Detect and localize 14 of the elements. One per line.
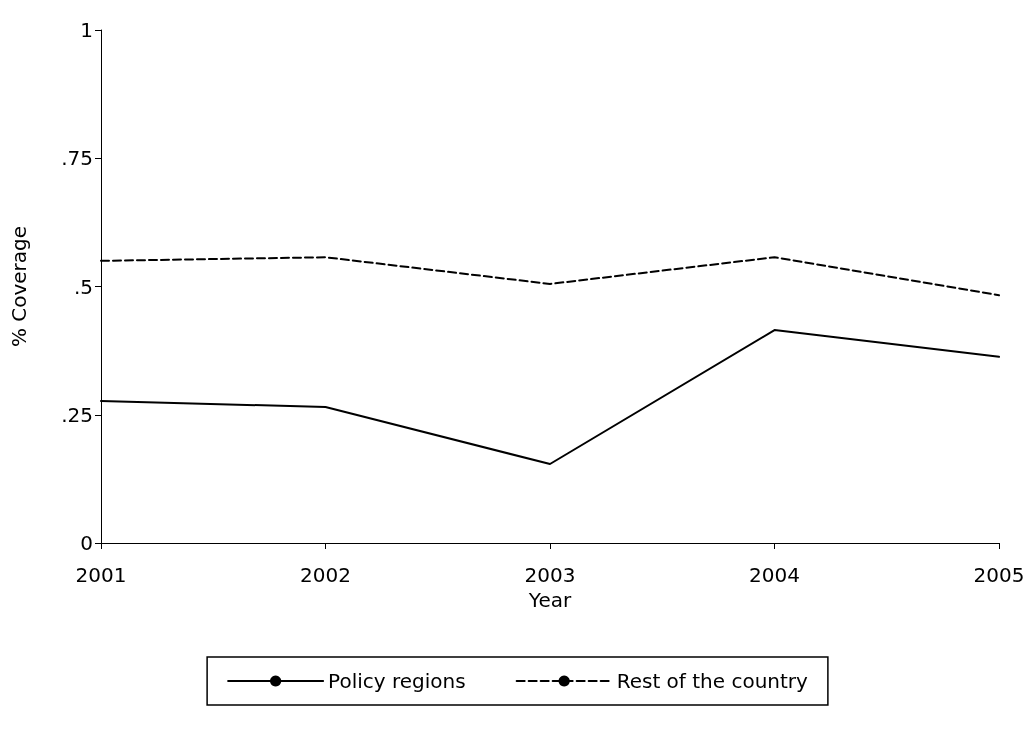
y-axis-title: % Coverage: [7, 225, 31, 348]
legend-label: Policy regions: [328, 669, 466, 693]
y-tick-label: .5: [73, 274, 93, 299]
y-tick-label: 0: [80, 531, 93, 555]
y-tick-label: 1: [80, 18, 93, 42]
x-tick-label: 2001: [75, 563, 127, 587]
x-tick-label: 2003: [524, 563, 576, 587]
x-tick-label: 2005: [973, 563, 1025, 587]
y-tick-label: .25: [61, 402, 93, 427]
x-tick-label: 2004: [749, 563, 800, 587]
x-tick-label: 2002: [300, 563, 351, 587]
legend-label: Rest of the country: [616, 669, 809, 693]
x-axis-title: Year: [527, 587, 572, 612]
y-tick-label: .75: [61, 146, 93, 171]
